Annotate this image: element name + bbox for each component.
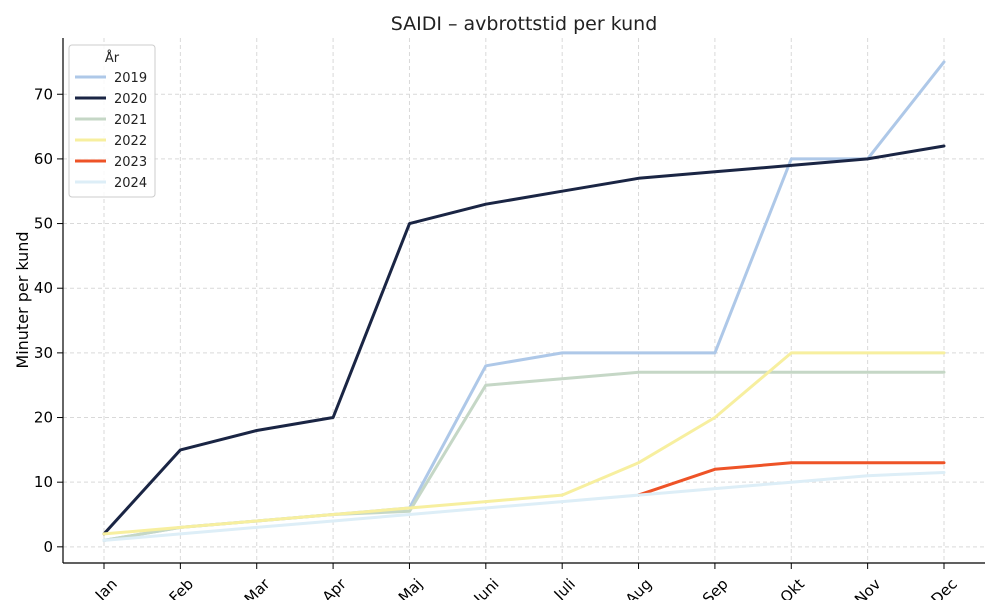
chart-title: SAIDI – avbrottstid per kund xyxy=(391,13,658,35)
y-axis-title: Minuter per kund xyxy=(13,231,32,368)
legend-title: År xyxy=(105,50,120,66)
legend-frame xyxy=(68,44,156,198)
grid-layer xyxy=(63,38,985,563)
legend-label-2019: 2019 xyxy=(114,71,147,86)
y-tick-label: 60 xyxy=(34,150,53,168)
y-tick-label: 40 xyxy=(34,279,53,297)
x-tick-label: Feb xyxy=(166,575,198,600)
y-tick-label: 50 xyxy=(34,215,53,233)
x-tick-label: Okt xyxy=(777,575,808,600)
y-tick-label: 0 xyxy=(43,538,53,556)
y-tick-label: 20 xyxy=(34,409,53,427)
x-tick-label: Juli xyxy=(550,575,579,600)
x-tick-label: Maj xyxy=(395,575,426,600)
x-tick-label: Jan xyxy=(91,575,121,600)
series-line-2024 xyxy=(102,471,946,542)
axes-layer xyxy=(62,38,985,564)
series-line-2019 xyxy=(102,60,946,542)
series-line-2021 xyxy=(102,370,946,542)
legend-label-2022: 2022 xyxy=(114,134,147,149)
x-tick-label: Mar xyxy=(241,574,274,600)
lines-layer xyxy=(102,60,946,542)
legend-label-2021: 2021 xyxy=(114,113,147,128)
x-tick-label: Dec xyxy=(927,575,960,600)
series-line-2023 xyxy=(637,461,946,497)
x-tick-label: Apr xyxy=(319,574,351,600)
x-tick-label: Nov xyxy=(851,575,885,600)
x-tick-label: Sep xyxy=(699,575,732,600)
y-tick-label: 10 xyxy=(34,473,53,491)
legend: År 2019 2020 2021 2022 2023 2024 xyxy=(68,44,156,198)
legend-label-2024: 2024 xyxy=(114,176,147,191)
legend-label-2023: 2023 xyxy=(114,155,147,170)
series-line-2022 xyxy=(102,351,946,536)
y-tick-label: 70 xyxy=(34,85,53,103)
legend-label-2020: 2020 xyxy=(114,92,147,107)
legend-items: 2019 2020 2021 2022 2023 2024 xyxy=(75,71,147,191)
y-tick-label: 30 xyxy=(34,344,53,362)
x-tick-label: Aug xyxy=(622,575,655,600)
x-tick-label: Juni xyxy=(470,575,503,600)
series-line-2020 xyxy=(102,144,946,536)
